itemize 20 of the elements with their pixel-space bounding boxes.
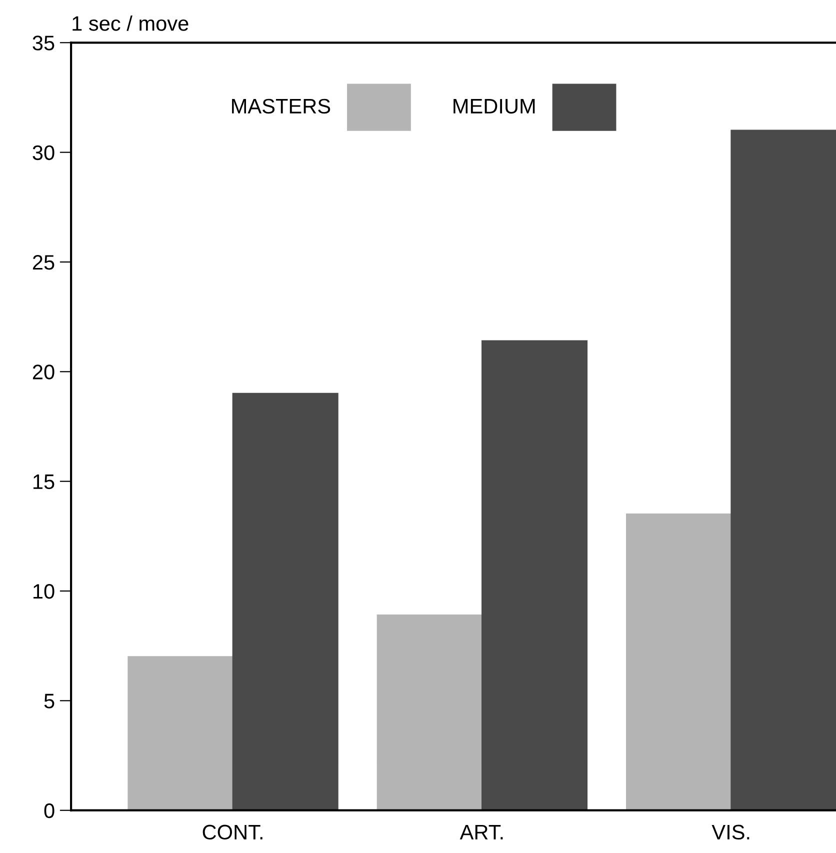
x-tick-label: VIS. xyxy=(712,824,750,840)
y-tick-label: 35 xyxy=(32,36,54,50)
y-axis-title: 1 sec / move xyxy=(72,16,188,31)
y-tick-label: 20 xyxy=(32,364,54,380)
legend-label: MASTERS xyxy=(232,98,330,114)
legend-label: MEDIUM xyxy=(454,99,535,114)
bar xyxy=(232,392,338,810)
bar xyxy=(128,656,234,810)
y-tick-label: 25 xyxy=(32,254,54,270)
y-tick-label: 30 xyxy=(32,145,54,160)
x-tick-label: CONT. xyxy=(202,824,262,840)
bar xyxy=(626,514,732,810)
bar xyxy=(730,130,836,810)
x-tick-label: ART. xyxy=(460,825,503,840)
y-tick-label: 0 xyxy=(44,803,54,818)
y-tick-label: 5 xyxy=(44,694,54,708)
bar xyxy=(481,340,588,810)
y-tick-label: 10 xyxy=(34,584,54,599)
bar xyxy=(376,614,483,810)
y-tick-label: 15 xyxy=(34,474,54,490)
